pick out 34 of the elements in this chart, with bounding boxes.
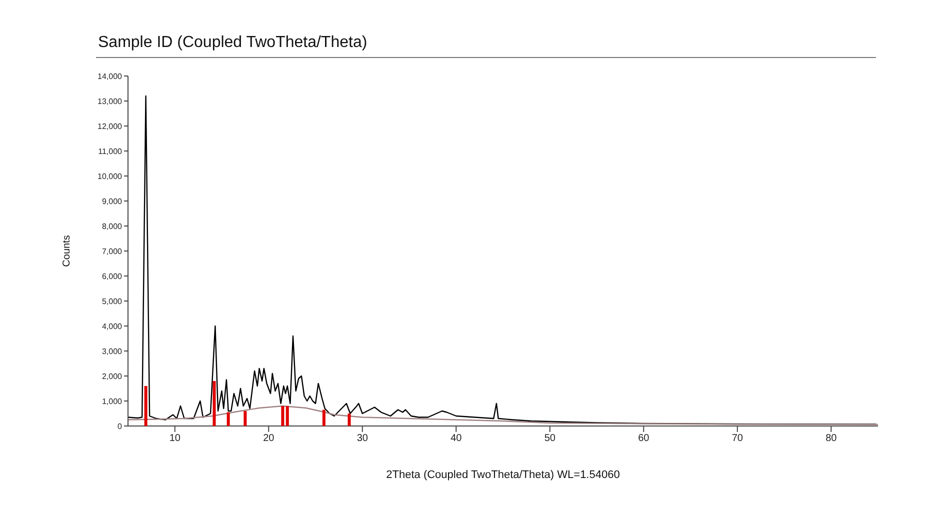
y-tick-label: 11,000 [98, 146, 123, 156]
x-axis-title: 2Theta (Coupled TwoTheta/Theta) WL=1.54060 [386, 469, 620, 481]
bar [244, 411, 247, 426]
x-tick-label: 20 [263, 433, 275, 444]
bar [144, 386, 148, 426]
y-tick-label: 3,000 [102, 346, 123, 356]
x-tick-label: 10 [169, 433, 181, 444]
x-tick-label: 40 [450, 433, 462, 444]
y-tick-label: 4,000 [102, 322, 123, 331]
y-tick-label: 5,000 [102, 296, 123, 306]
y-tick-label: 9,000 [102, 196, 123, 206]
y-axis-title: Counts [62, 235, 73, 267]
y-tick-label: 14,000 [98, 72, 123, 81]
y-tick-label: 7,000 [102, 246, 123, 256]
bar [322, 410, 326, 426]
x-tick-label: 60 [638, 433, 650, 444]
y-tick-label: 10,000 [98, 172, 123, 181]
chart-title: Sample ID (Coupled TwoTheta/Theta) [98, 34, 368, 52]
y-tick-label: 13,000 [98, 96, 123, 106]
bar [226, 412, 230, 426]
x-tick-label: 30 [356, 433, 368, 444]
y-tick-label: 1,000 [102, 396, 123, 406]
y-tick-label: 12,000 [98, 122, 123, 131]
bar [281, 406, 284, 426]
x-tick-label: 80 [826, 433, 838, 444]
bar [286, 406, 289, 426]
bar [212, 381, 216, 426]
bar [348, 414, 351, 426]
x-tick-label: 50 [544, 433, 556, 444]
y-tick-label: 0 [118, 422, 123, 431]
y-tick-label: 6,000 [102, 272, 123, 281]
x-tick-label: 70 [732, 433, 744, 444]
y-tick-label: 8,000 [102, 222, 123, 231]
y-tick-label: 2,000 [102, 372, 123, 381]
